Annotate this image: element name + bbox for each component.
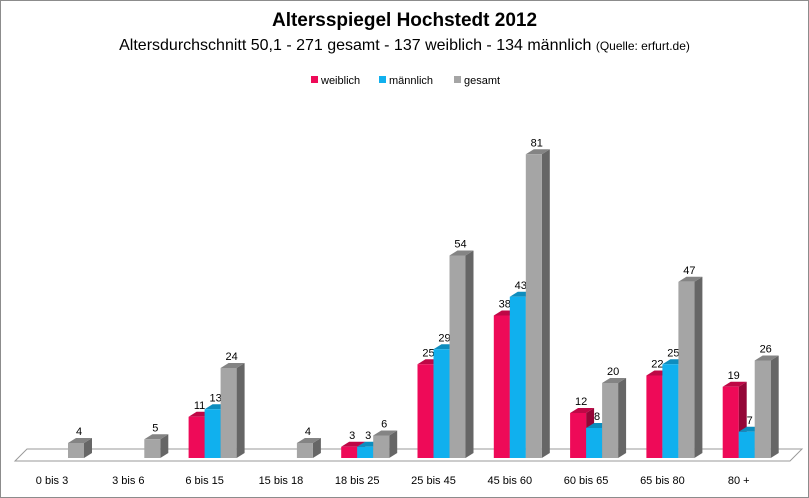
data-label-gesamt-6: 81 <box>531 137 543 149</box>
bar-side-gesamt-9 <box>770 355 779 458</box>
data-label-weiblich-9: 19 <box>728 370 740 382</box>
data-label-gesamt-8: 47 <box>683 265 695 277</box>
bar-männlich-9 <box>738 431 755 458</box>
data-label-gesamt-3: 4 <box>305 426 311 438</box>
legend-swatch-2 <box>454 76 461 83</box>
bar-gesamt-7 <box>602 383 619 458</box>
data-label-weiblich-4: 3 <box>349 430 355 442</box>
data-label-weiblich-7: 12 <box>575 396 587 408</box>
source-note: (Quelle: erfurt.de) <box>595 39 690 53</box>
data-label-gesamt-0: 4 <box>76 426 82 438</box>
x-tick-label-9: 80 + <box>728 475 750 487</box>
legend-swatch-1 <box>379 76 386 83</box>
bar-top-gesamt-5 <box>449 250 474 256</box>
bar-gesamt-0 <box>68 443 84 458</box>
bar-weiblich-6 <box>493 315 510 458</box>
bar-gesamt-4 <box>373 435 390 458</box>
bar-weiblich-2 <box>188 416 205 458</box>
bar-top-gesamt-7 <box>602 378 627 383</box>
legend-label-1: männlich <box>389 75 433 87</box>
bar-gesamt-1 <box>144 439 161 458</box>
data-label-männlich-7: 8 <box>594 411 600 423</box>
data-label-weiblich-6: 38 <box>499 299 511 311</box>
bar-männlich-4 <box>357 446 374 458</box>
x-tick-label-1: 3 bis 6 <box>112 475 144 487</box>
bar-gesamt-6 <box>525 154 542 458</box>
x-tick-label-4: 18 bis 25 <box>335 475 380 487</box>
bar-weiblich-8 <box>646 375 663 458</box>
bar-gesamt-8 <box>678 281 695 458</box>
bar-top-gesamt-0 <box>68 438 92 443</box>
bar-top-weiblich-9 <box>722 381 747 387</box>
bar-top-gesamt-8 <box>678 276 703 282</box>
x-tick-label-8: 65 bis 80 <box>640 475 685 487</box>
x-tick-label-7: 60 bis 65 <box>564 475 609 487</box>
bar-side-gesamt-0 <box>84 438 92 458</box>
bar-männlich-6 <box>509 296 526 458</box>
data-label-männlich-9: 7 <box>747 415 753 427</box>
bar-side-gesamt-3 <box>312 438 321 458</box>
data-label-männlich-4: 3 <box>365 430 371 442</box>
bar-top-gesamt-9 <box>754 355 779 361</box>
bar-top-gesamt-4 <box>373 430 398 436</box>
x-tick-label-2: 6 bis 15 <box>185 475 224 487</box>
data-label-gesamt-7: 20 <box>607 366 619 378</box>
data-label-gesamt-4: 6 <box>381 419 387 431</box>
x-tick-label-6: 45 bis 60 <box>487 475 532 487</box>
bar-top-weiblich-7 <box>570 408 595 413</box>
bar-weiblich-7 <box>570 413 587 458</box>
bar-männlich-5 <box>433 349 450 458</box>
bar-side-gesamt-4 <box>389 430 398 458</box>
bar-weiblich-5 <box>417 364 434 458</box>
bar-side-gesamt-1 <box>160 434 169 458</box>
chart-title: Altersspiegel Hochstedt 2012 <box>271 10 538 31</box>
bar-side-gesamt-2 <box>236 363 245 458</box>
data-label-gesamt-1: 5 <box>152 422 158 434</box>
bar-männlich-8 <box>662 364 679 458</box>
data-label-weiblich-5: 25 <box>422 347 434 359</box>
data-label-gesamt-9: 26 <box>760 344 772 356</box>
legend-swatch-0 <box>311 76 318 83</box>
x-tick-label-3: 15 bis 18 <box>259 475 304 487</box>
legend-label-0: weiblich <box>320 75 360 87</box>
bar-top-gesamt-6 <box>525 149 550 155</box>
bar-top-gesamt-3 <box>296 438 321 443</box>
data-label-weiblich-8: 22 <box>651 359 663 371</box>
bar-side-gesamt-8 <box>694 276 703 458</box>
bar-männlich-2 <box>204 409 221 458</box>
data-label-gesamt-2: 24 <box>225 351 237 363</box>
legend-label-2: gesamt <box>464 75 500 87</box>
data-label-weiblich-2: 11 <box>194 400 205 412</box>
chart-subtitle: Altersdurchschnitt 50,1 - 271 gesamt - 1… <box>0 37 809 55</box>
bar-top-gesamt-2 <box>220 363 245 368</box>
bar-side-gesamt-6 <box>541 149 550 458</box>
bar-side-gesamt-5 <box>465 250 474 458</box>
data-label-männlich-8: 25 <box>667 347 679 359</box>
bar-side-gesamt-7 <box>618 378 627 458</box>
data-label-männlich-2: 13 <box>209 392 221 404</box>
bar-weiblich-4 <box>341 446 358 458</box>
bar-top-gesamt-1 <box>144 434 169 440</box>
data-label-männlich-5: 29 <box>438 332 450 344</box>
x-tick-label-5: 25 bis 45 <box>411 475 456 487</box>
bar-männlich-7 <box>586 428 603 458</box>
data-label-männlich-6: 43 <box>515 280 527 292</box>
bar-gesamt-9 <box>754 360 771 458</box>
bar-gesamt-5 <box>449 255 466 458</box>
x-tick-label-0: 0 bis 3 <box>36 475 68 487</box>
data-label-gesamt-5: 54 <box>454 239 466 251</box>
bar-weiblich-9 <box>722 386 739 458</box>
bar-gesamt-2 <box>220 368 237 458</box>
bar-gesamt-3 <box>296 443 313 458</box>
subtitle-text: Altersdurchschnitt 50,1 - 271 gesamt - 1… <box>119 37 592 54</box>
